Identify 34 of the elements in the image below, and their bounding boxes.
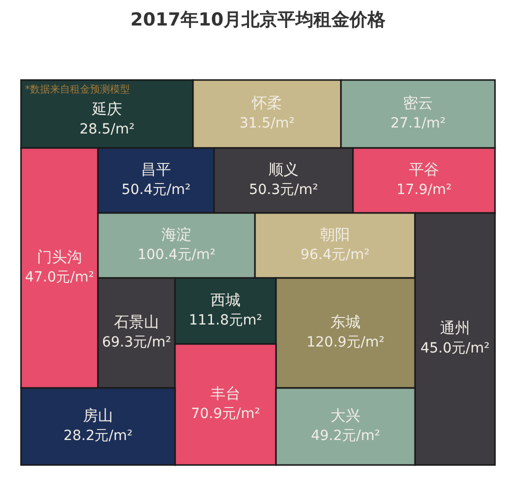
text: 2017年10月北京平均租金价格 [130,9,387,30]
data-label: 96.4元/m² [300,247,370,264]
category-label: 怀柔 [251,94,282,112]
category-label: 大兴 [330,406,360,424]
category-label: 西城 [210,290,240,309]
category-label: 延庆 [91,100,122,118]
data-label: 28.2元/m² [63,428,133,444]
category-label: 东城 [330,312,360,331]
category-label: 海淀 [162,225,192,244]
category-label: 顺义 [268,160,298,178]
category-label: 平谷 [409,160,439,178]
category-label: 丰台 [210,384,240,402]
data-label: 120.9元/m² [306,334,385,351]
category-label: 朝阳 [320,225,350,244]
data-label: 31.5/m² [239,116,295,132]
data-label: 47.0元/m² [24,270,94,286]
data-label: 50.4元/m² [121,182,191,198]
category-label: 密云 [403,94,433,112]
data-label: 28.5/m² [79,122,135,138]
text: *数据来自租金预测模型 [25,84,130,96]
category-label: 昌平 [141,160,171,178]
data-label: 17.9/m² [396,182,452,198]
data-label: 49.2元/m² [310,428,380,444]
category-label: 房山 [83,406,113,424]
data-label: 50.3元/m² [248,182,318,198]
data-label: 45.0元/m² [420,340,490,357]
data-label: 27.1/m² [390,116,446,132]
data-label: 69.3元/m² [102,334,172,351]
data-label: 111.8元m² [188,312,262,329]
category-label: 石景山 [114,312,159,331]
category-label: 门头沟 [37,248,82,266]
data-label: 100.4元/m² [137,247,216,264]
data-label: 70.9元/m² [190,406,260,422]
category-label: 通州 [440,318,470,337]
